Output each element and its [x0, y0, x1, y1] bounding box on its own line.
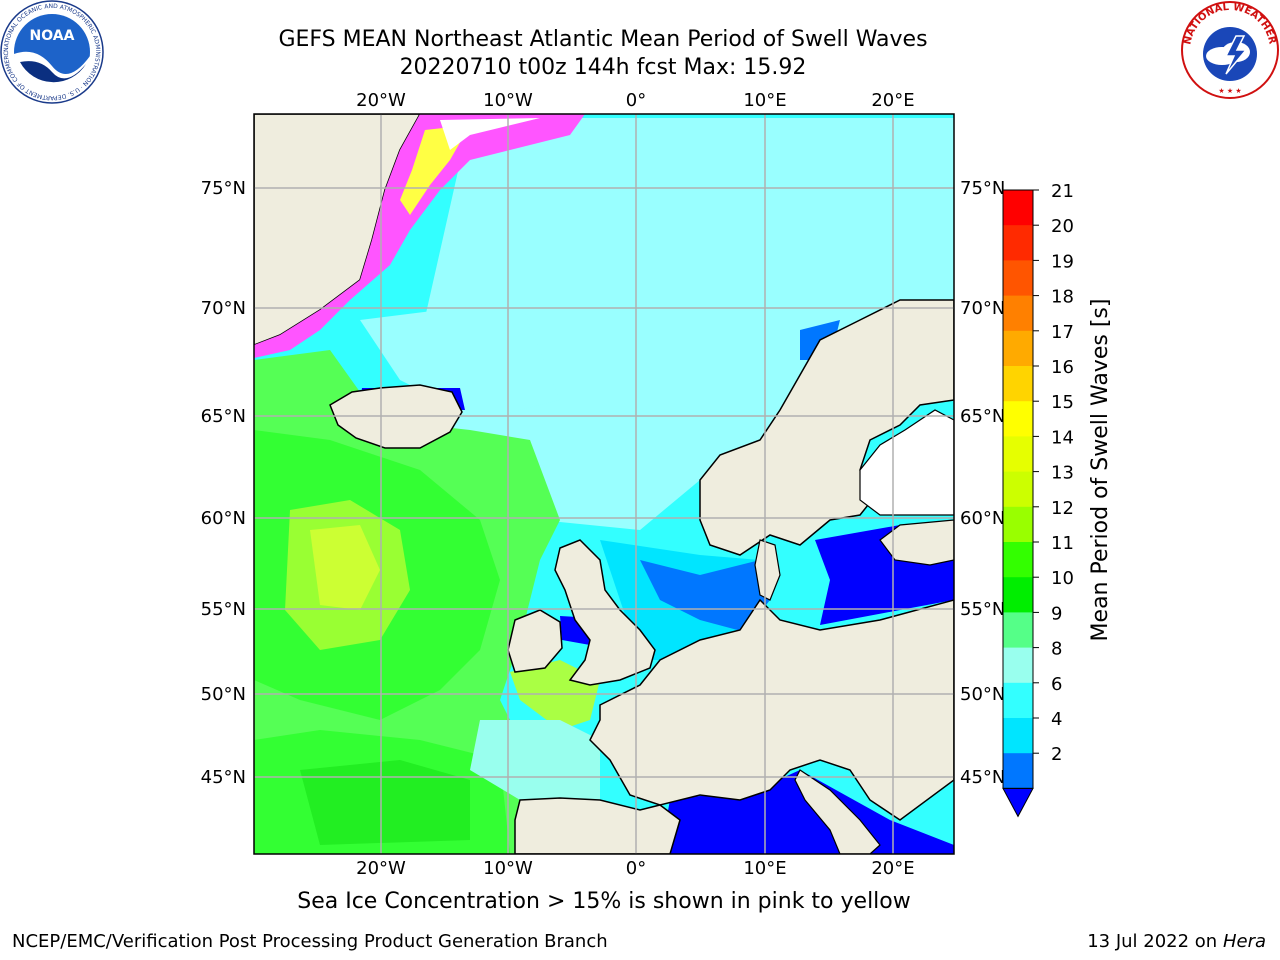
lon-label-bottom: 10°W — [483, 858, 533, 879]
colorbar-tick-label: 17 — [1051, 322, 1074, 343]
lat-label-right: 45°N — [960, 767, 1005, 788]
colorbar-segment — [1003, 682, 1033, 719]
lon-label-bottom: 10°E — [743, 858, 786, 879]
ireland-land — [507, 609, 563, 673]
credit-left: NCEP/EMC/Verification Post Processing Pr… — [12, 931, 608, 952]
lon-label-top: 0° — [626, 90, 646, 111]
svg-text:★ ★ ★: ★ ★ ★ — [1218, 87, 1241, 95]
map-frame — [253, 113, 955, 855]
biscay-field — [470, 720, 600, 800]
colorbar-segment — [1003, 295, 1033, 332]
lat-label-right: 70°N — [960, 298, 1005, 319]
colorbar-segment — [1003, 612, 1033, 649]
lat-label-left: 45°N — [201, 767, 246, 788]
colorbar-segment — [1003, 190, 1033, 226]
colorbar-segment — [1003, 577, 1033, 613]
chart-title: GEFS MEAN Northeast Atlantic Mean Period… — [200, 26, 1006, 82]
italy-land — [794, 769, 881, 854]
sea-ice-note: Sea Ice Concentration > 15% is shown in … — [297, 889, 911, 914]
lon-labels-top: 20°W 10°W 0° 10°E 20°E — [356, 90, 914, 111]
colorbar-tick-label: 4 — [1051, 709, 1062, 730]
colorbar-tick-label: 13 — [1051, 463, 1074, 484]
colorbar-tick-label: 6 — [1051, 674, 1062, 695]
denmark-land — [754, 539, 781, 601]
lon-label-top: 10°E — [743, 90, 786, 111]
colorbar-tick-label: 9 — [1051, 603, 1062, 624]
title-line-1: GEFS MEAN Northeast Atlantic Mean Period… — [278, 27, 928, 52]
baltic-states-land — [879, 519, 954, 566]
colorbar-frame — [1002, 189, 1034, 789]
gulf-of-bothnia — [859, 409, 954, 516]
atlantic-field-max — [310, 525, 380, 610]
scandinavia-land — [699, 299, 954, 556]
nws-logo: NATIONAL WEATHER SERVICE ★ ★ ★ — [1180, 0, 1279, 99]
colorbar-tick-label: 14 — [1051, 427, 1074, 448]
colorbar-tick-label: 21 — [1051, 181, 1074, 202]
colorbar-tick-label: 12 — [1051, 498, 1074, 519]
colorbar-segment — [1003, 366, 1033, 402]
lat-label-left: 60°N — [201, 508, 246, 529]
lat-label-left: 50°N — [201, 684, 246, 705]
colorbar-segment — [1003, 471, 1033, 508]
colorbar-tick-label: 15 — [1051, 392, 1074, 413]
skagerrak-field — [640, 560, 770, 632]
lat-label-left: 75°N — [201, 178, 246, 199]
colorbar-tick-label: 20 — [1051, 216, 1074, 237]
colorbar-segment — [1003, 436, 1033, 473]
colorbar-label: Mean Period of Swell Waves [s] — [1088, 299, 1113, 642]
lat-label-right: 75°N — [960, 178, 1005, 199]
lat-label-right: 65°N — [960, 406, 1005, 427]
graticule — [254, 114, 954, 854]
lon-label-top: 20°E — [871, 90, 914, 111]
noaa-logo: NATIONAL OCEANIC AND ATMOSPHERIC ADMINIS… — [0, 0, 104, 104]
colorbar-tick-label: 19 — [1051, 251, 1074, 272]
lat-label-right: 60°N — [960, 508, 1005, 529]
lat-label-right: 55°N — [960, 599, 1005, 620]
great-britain-land — [554, 539, 656, 686]
colorbar-tick-label: 2 — [1051, 744, 1062, 765]
credit-machine: Hera — [1222, 931, 1266, 952]
colorbar-segment — [1003, 753, 1033, 789]
lat-label-right: 50°N — [960, 684, 1005, 705]
lat-label-left: 55°N — [201, 599, 246, 620]
colorbar-segment — [1003, 542, 1033, 578]
lon-labels-bottom: 20°W 10°W 0° 10°E 20°E — [356, 858, 914, 879]
colorbar: 21 20 19 18 17 16 15 14 13 12 11 10 9 8 6 4 2 — [1002, 181, 1074, 818]
lon-label-bottom: 20°W — [356, 858, 406, 879]
lat-labels-right: 75°N 70°N 65°N 60°N 55°N 50°N 45°N — [960, 178, 1005, 788]
colorbar-segment — [1003, 718, 1033, 754]
lon-label-bottom: 0° — [626, 858, 646, 879]
continental-europe-land — [589, 598, 954, 821]
colorbar-segment — [1003, 401, 1033, 437]
iberia-land — [514, 797, 681, 854]
credit-date: 13 Jul 2022 on — [1087, 931, 1218, 952]
colorbar-segment — [1003, 506, 1033, 543]
title-line-2: 20220710 t00z 144h fcst Max: 15.92 — [399, 55, 807, 80]
lon-label-top: 10°W — [483, 90, 533, 111]
colorbar-tick-label: 18 — [1051, 287, 1074, 308]
ocean-field-light-cyan — [420, 118, 954, 530]
map-panel — [254, 114, 954, 854]
credit-right: 13 Jul 2022 on Hera — [1087, 931, 1266, 952]
colorbar-segment — [1003, 225, 1033, 261]
colorbar-segment — [1003, 260, 1033, 297]
mediterranean-field — [660, 770, 954, 854]
colorbar-tick-label: 16 — [1051, 357, 1074, 378]
colorbar-tick-label: 11 — [1051, 533, 1074, 554]
lat-label-left: 70°N — [201, 298, 246, 319]
sea-ice-white-gap — [440, 118, 540, 150]
atlantic-field-south-deep-green — [300, 760, 470, 845]
noaa-logo-text: NOAA — [30, 28, 75, 44]
ocean-field-light-cyan-2 — [360, 300, 560, 420]
colorbar-segment — [1003, 647, 1033, 684]
lon-label-bottom: 20°E — [871, 858, 914, 879]
lon-label-top: 20°W — [356, 90, 406, 111]
lat-labels-left: 75°N 70°N 65°N 60°N 55°N 50°N 45°N — [201, 178, 246, 788]
lat-label-left: 65°N — [201, 406, 246, 427]
colorbar-tick-label: 10 — [1051, 568, 1074, 589]
colorbar-extend-arrow — [1002, 787, 1034, 818]
colorbar-tick-label: 8 — [1051, 639, 1062, 660]
colorbar-segment — [1003, 330, 1033, 367]
